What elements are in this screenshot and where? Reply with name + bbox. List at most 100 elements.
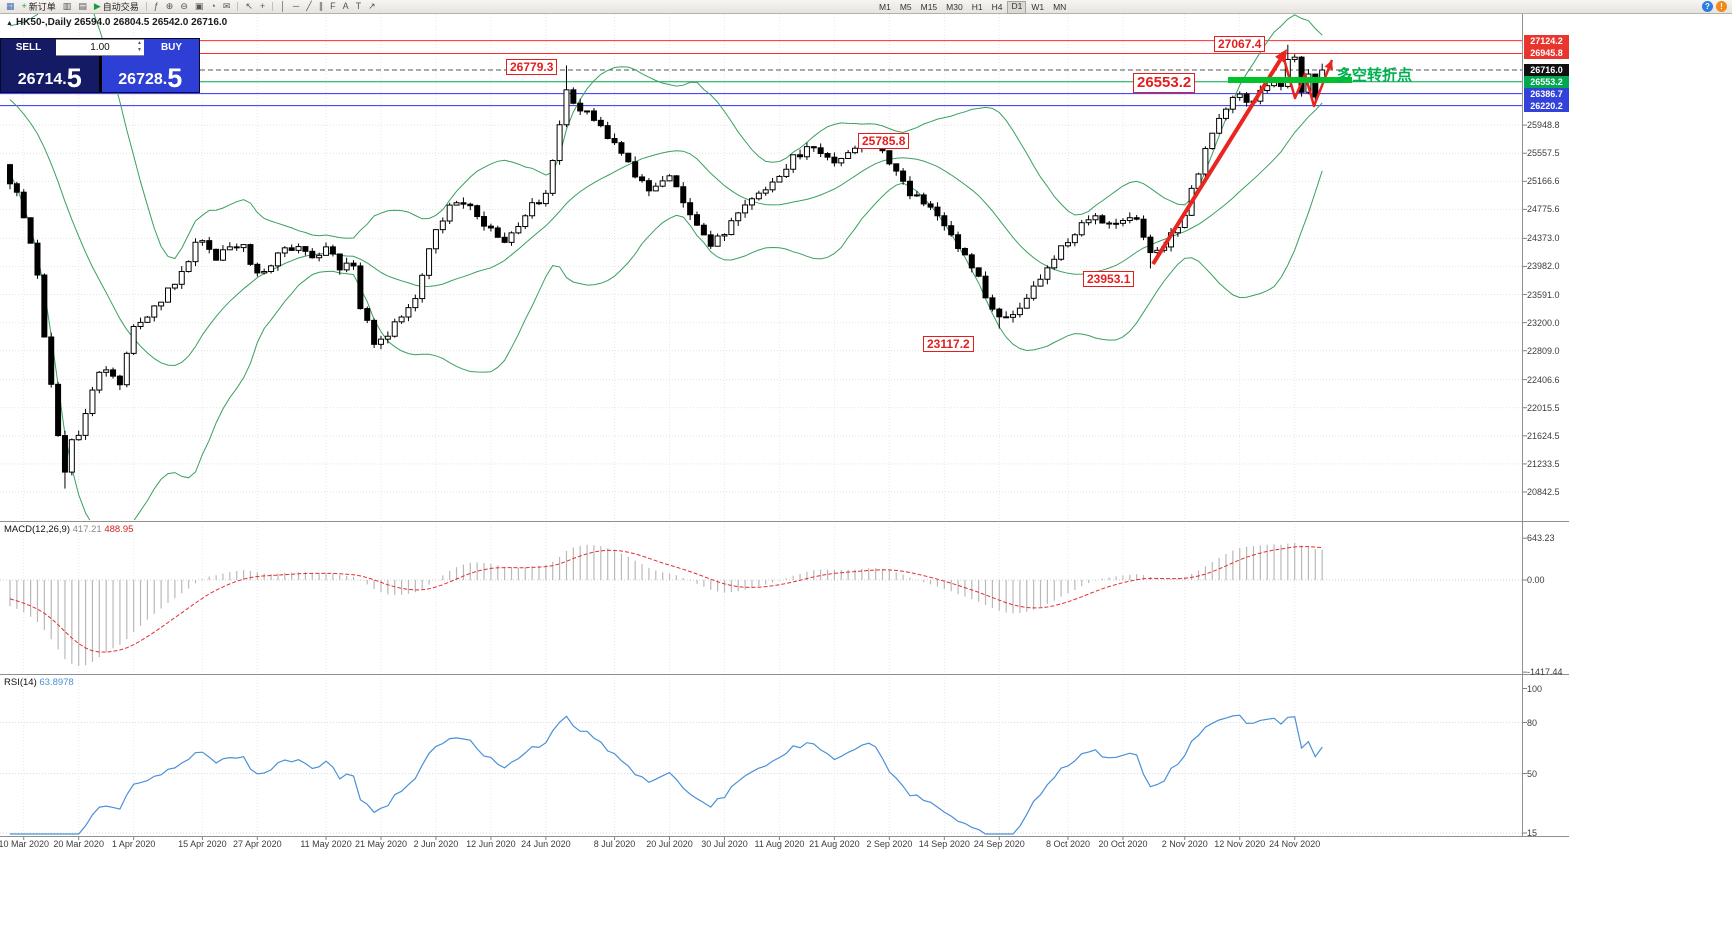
timeframe-h4[interactable]: H4 bbox=[991, 2, 1003, 12]
indicators-icon: ƒ bbox=[153, 1, 159, 11]
date-label: 2 Nov 2020 bbox=[1161, 839, 1208, 849]
rsi-axis-label: 50 bbox=[1527, 768, 1538, 779]
price-panel[interactable] bbox=[7, 0, 1326, 536]
spinner-up-icon[interactable]: ▲ bbox=[137, 40, 142, 46]
timeframe-m1[interactable]: M1 bbox=[879, 2, 891, 12]
chart-candles-icon[interactable]: ▥ bbox=[61, 1, 74, 12]
date-label: 20 Oct 2020 bbox=[1098, 839, 1148, 849]
cursor-icon[interactable]: ↖ bbox=[243, 1, 255, 12]
arrow-tool-icon: ↗ bbox=[368, 1, 376, 11]
pivot-callout[interactable]: 多空转折点 bbox=[1337, 67, 1413, 84]
toolbar-separator bbox=[237, 2, 239, 11]
price-grid-label: 21233.5 bbox=[1527, 458, 1560, 469]
chart-bars-icon[interactable]: ▤ bbox=[76, 1, 89, 12]
autotrading-button[interactable]: ▶ 自动交易 bbox=[92, 1, 141, 12]
label-icon[interactable]: T bbox=[354, 1, 364, 12]
price-annotation[interactable]: 26553.2 bbox=[1133, 73, 1196, 93]
volume-field[interactable]: 1.00 ▲ ▼ bbox=[56, 39, 144, 56]
price-grid-label: 23200.0 bbox=[1527, 317, 1560, 328]
sell-button[interactable]: 26714. 5 bbox=[1, 56, 99, 92]
symbol-period: HK50-,Daily bbox=[15, 17, 72, 28]
chart-window-icon[interactable]: ▦ bbox=[4, 1, 17, 12]
alarm-icon[interactable]: ◔ bbox=[208, 1, 217, 12]
fibonacci-icon[interactable]: F bbox=[328, 1, 338, 12]
zoom-out-icon[interactable]: ⊖ bbox=[178, 1, 190, 12]
rsi-axis-label: 80 bbox=[1527, 717, 1538, 728]
volume-spinner[interactable]: ▲ ▼ bbox=[137, 40, 142, 54]
new-order-button[interactable]: + 新订单 bbox=[20, 1, 58, 12]
price-annotation[interactable]: 23953.1 bbox=[1083, 271, 1135, 288]
chart-window-mini-icon: ▲ bbox=[6, 20, 13, 27]
macd-axis-label: -1417.44 bbox=[1527, 667, 1563, 678]
rsi-axis-label: 100 bbox=[1527, 683, 1543, 694]
timeframe-h1[interactable]: H1 bbox=[971, 2, 983, 12]
notification-icon[interactable]: ! bbox=[1716, 1, 1727, 12]
rsi-axis-label: 15 bbox=[1527, 828, 1538, 838]
vline-icon[interactable]: │ bbox=[278, 1, 288, 12]
chart-title: ▲ HK50-,Daily 26594.0 26804.5 26542.0 267… bbox=[6, 17, 227, 28]
ohlc-values: 26594.0 26804.5 26542.0 26716.0 bbox=[74, 17, 228, 28]
alarm-icon: ◔ bbox=[210, 1, 216, 11]
date-label: 24 Sep 2020 bbox=[973, 839, 1025, 849]
chart-window-icon: ▦ bbox=[6, 1, 15, 11]
date-label: 24 Jun 2020 bbox=[521, 839, 571, 849]
macd-label: MACD(12,26,9) 417.21 488.95 bbox=[4, 524, 133, 535]
price-annotation[interactable]: 27067.4 bbox=[1214, 36, 1266, 53]
indicators-icon[interactable]: ƒ bbox=[152, 1, 161, 12]
trendline-icon[interactable]: ╱ bbox=[304, 1, 313, 12]
help-icon[interactable]: ? bbox=[1702, 1, 1713, 12]
buy-button[interactable]: 26728. 5 bbox=[101, 56, 199, 93]
buy-price: 26728. bbox=[118, 71, 168, 88]
price-annotation[interactable]: 23117.2 bbox=[923, 336, 974, 353]
timeframe-m15[interactable]: M15 bbox=[920, 2, 938, 12]
price-grid-label: 24775.6 bbox=[1527, 204, 1560, 215]
mail-icon[interactable]: ✉ bbox=[221, 1, 233, 12]
macd-name: MACD(12,26,9) bbox=[4, 524, 70, 535]
price-grid-label: 24373.0 bbox=[1527, 233, 1560, 244]
tile-windows-icon[interactable]: ▣ bbox=[193, 1, 206, 12]
chart-bars-icon: ▤ bbox=[78, 1, 87, 11]
zoom-out-icon: ⊖ bbox=[180, 1, 188, 11]
date-label: 27 Apr 2020 bbox=[233, 839, 282, 849]
mail-icon: ✉ bbox=[222, 1, 231, 11]
timeframe-mn[interactable]: MN bbox=[1053, 2, 1067, 12]
price-grid-label: 25557.5 bbox=[1527, 148, 1560, 159]
timeframe-d1[interactable]: D1 bbox=[1007, 1, 1027, 14]
rsi-label: RSI(14) 63.8978 bbox=[4, 677, 74, 688]
price-grid-label: 23982.0 bbox=[1527, 261, 1560, 272]
new-order-button-label: 新订单 bbox=[28, 2, 56, 12]
rsi-name: RSI(14) bbox=[4, 677, 37, 688]
buy-tab[interactable]: BUY bbox=[144, 39, 199, 56]
price-annotation[interactable]: 25785.8 bbox=[858, 133, 910, 150]
timeframe-m30[interactable]: M30 bbox=[946, 2, 963, 12]
macd-signal-value: 488.95 bbox=[104, 524, 134, 535]
crosshair-icon[interactable]: + bbox=[258, 1, 267, 12]
price-grid-label: 20842.5 bbox=[1527, 487, 1560, 497]
arrow-tool-icon[interactable]: ↗ bbox=[366, 1, 378, 12]
timeframe-m5[interactable]: M5 bbox=[899, 2, 912, 12]
tile-windows-icon: ▣ bbox=[194, 1, 204, 11]
grid-layer bbox=[0, 14, 1527, 840]
hline-icon[interactable]: ─ bbox=[291, 1, 301, 12]
zoom-in-icon[interactable]: ⊕ bbox=[164, 1, 176, 12]
sell-tab[interactable]: SELL bbox=[1, 39, 56, 56]
timeframe-w1[interactable]: W1 bbox=[1031, 2, 1045, 12]
crosshair-icon: + bbox=[259, 1, 266, 11]
price-grid-label: 22015.5 bbox=[1527, 402, 1560, 413]
date-label: 11 Aug 2020 bbox=[754, 839, 805, 849]
date-label: 20 Mar 2020 bbox=[53, 839, 104, 849]
buy-price-pip: 5 bbox=[167, 63, 183, 93]
price-annotation[interactable]: 26779.3 bbox=[506, 59, 558, 76]
sell-price: 26714. bbox=[17, 71, 67, 88]
text-icon[interactable]: A bbox=[341, 1, 351, 12]
macd-panel[interactable] bbox=[9, 542, 1323, 667]
date-label: 12 Nov 2020 bbox=[1214, 839, 1266, 849]
date-label: 21 May 2020 bbox=[354, 839, 407, 849]
rsi-panel[interactable] bbox=[10, 714, 1323, 835]
spinner-down-icon[interactable]: ▼ bbox=[137, 47, 142, 53]
price-grid-label: 23591.0 bbox=[1527, 289, 1560, 300]
chart-candles-icon: ▥ bbox=[62, 1, 72, 11]
channel-icon[interactable]: ∥ bbox=[317, 1, 326, 12]
date-label: 20 Jul 2020 bbox=[646, 839, 693, 849]
